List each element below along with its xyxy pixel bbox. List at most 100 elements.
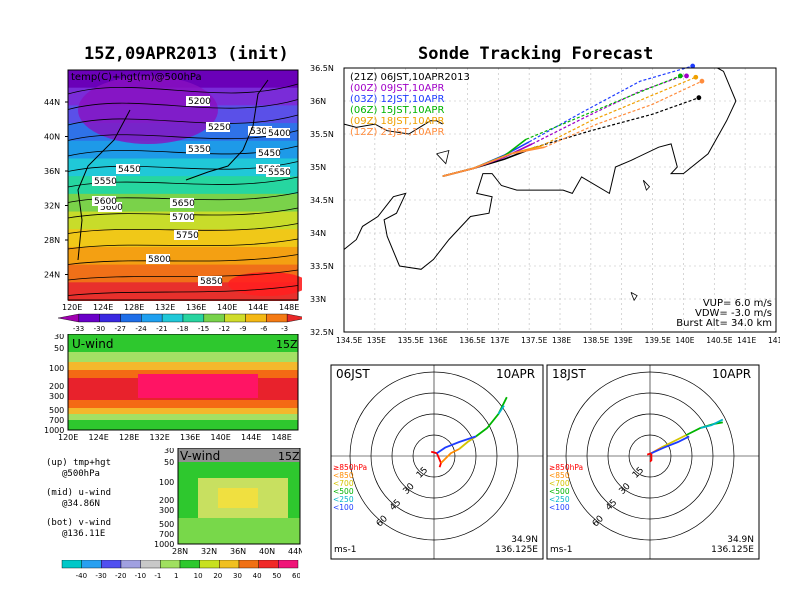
lon-tick-label: 148E [272,433,292,442]
contour-label-bg [266,128,290,138]
contour-line [67,99,299,110]
pressure-tick-label: 100 [159,478,174,487]
track-endpoint [677,73,683,79]
lat-tick-label: 36N [44,167,60,176]
contour-label-bg [186,144,210,154]
contour-label: 5350 [188,145,211,155]
unit-label: ms-1 [334,545,356,555]
run-parameter: Burst Alt= 34.0 km [676,318,772,329]
lat-tick-label: 32N [201,547,217,556]
track-endpoint [699,78,705,84]
colorbar-cell [182,313,205,323]
x-tick-label: 137.5E [521,336,547,345]
track-descent [535,97,700,148]
lon-tick-label: 124E [93,303,113,312]
lon-tick-label: 136E [186,303,206,312]
hodograph-06jst: 15 30 45 60 06JST 10APR ≥850hPa <850 <700 <500 <25… [330,364,546,560]
contour-line [67,254,299,265]
right-title: Sonde Tracking Forecast [418,44,654,64]
legend-entry: (21Z) 06JST,10APR2013 [350,72,470,83]
x-tick-label: 141.5E [768,336,780,345]
coastline [343,67,737,270]
colorbar-cell [161,313,184,323]
pressure-tick-label: 700 [49,416,64,425]
speed-ring [628,434,672,478]
colorbar-tick-label: -12 [219,325,230,333]
hodograph-date: 10APR [496,367,535,381]
unit-label: ms-1 [550,545,572,555]
lon-tick-label: 144E [248,303,268,312]
colorbar-cell [266,313,288,323]
colorbar-cell [99,313,121,323]
x-tick-label: 134.5E [336,336,362,345]
colorbar-cell [199,559,220,569]
colorbar-cell [57,313,80,323]
contour-label: 5450 [118,165,141,175]
contour-label-bg [266,167,290,177]
hodograph-legend-entry: <250 [333,495,354,504]
contour-label: 5200 [188,97,211,107]
x-tick-label: 140.5E [706,336,732,345]
jet-core [138,374,258,398]
track-ascent [442,138,527,177]
hodograph-legend-entry: ≥850hPa [549,463,583,472]
hodograph-legend-entry: <850 [333,471,354,480]
hodograph-date: 10APR [712,367,751,381]
lat-tick-label: 40N [259,547,275,556]
run-parameter: VUP= 6.0 m/s [703,298,772,309]
hodograph-legend-entry: <500 [333,487,354,496]
v-wind-band [178,518,300,544]
x-tick-label: 135E [367,336,386,345]
lon-tick-label: 124E [89,433,109,442]
speed-ring [565,371,735,541]
pressure-tick-label: 100 [49,364,64,373]
colorbar-cell [245,313,267,323]
lake-biwa [436,149,450,165]
lat-tick-label: 28N [172,547,188,556]
v-wind-band [178,448,300,462]
contour-label: 5850 [200,277,223,287]
contour-label: 5700 [172,213,195,223]
pressure-tick-label: 50 [54,344,64,353]
lon-tick-label: 140E [211,433,231,442]
lon-tick-label: 148E [279,303,299,312]
contour-label-bg [174,230,198,240]
v-wind-time: 15Z [278,450,300,463]
track-endpoint [693,74,699,80]
colorbar-tick-label: -30 [94,325,105,333]
coastline [77,79,269,261]
pressure-tick-label: 200 [159,496,174,505]
u-wind-band [68,334,298,352]
contour-label-bg [92,196,116,206]
u-wind-band [68,420,298,430]
hodograph-segment [660,434,687,449]
u-wind-frame [67,333,299,431]
hodograph-legend-entry: <850 [549,471,570,480]
speed-ring [349,371,519,541]
contour-line [67,238,299,250]
pressure-tick-label: 30 [164,448,174,455]
v-wind-band [218,488,258,508]
legend-entry: (09Z) 18JST,10APR [350,116,444,127]
contour-label-bg [170,198,194,208]
u-wind-band [68,362,298,370]
note-up-level: @500hPa [62,469,100,479]
y-tick-label: 36N [310,97,326,106]
lat-tick-label: 24N [44,271,60,280]
colorbar-tick-label: 30 [233,572,242,580]
y-tick-label: 33N [310,295,326,304]
hodograph-legend-entry: <100 [549,503,570,512]
colorbar-tick-label: -9 [240,325,247,333]
contour-label-bg [206,122,230,132]
x-tick-label: 138E [552,336,571,345]
contour-label: 5450 [258,149,281,159]
colorbar-tick-label: -1 [154,572,161,580]
x-tick-label: 139E [614,336,633,345]
map-field-label: temp(C)+hgt(m)@500hPa [71,72,202,83]
contour-label-bg [198,276,222,286]
speed-ring [607,413,693,499]
contour-label: 5300 [250,127,273,137]
coastline-sea-of-japan [343,120,443,135]
v-wind-frame [177,447,301,545]
island [642,179,651,191]
